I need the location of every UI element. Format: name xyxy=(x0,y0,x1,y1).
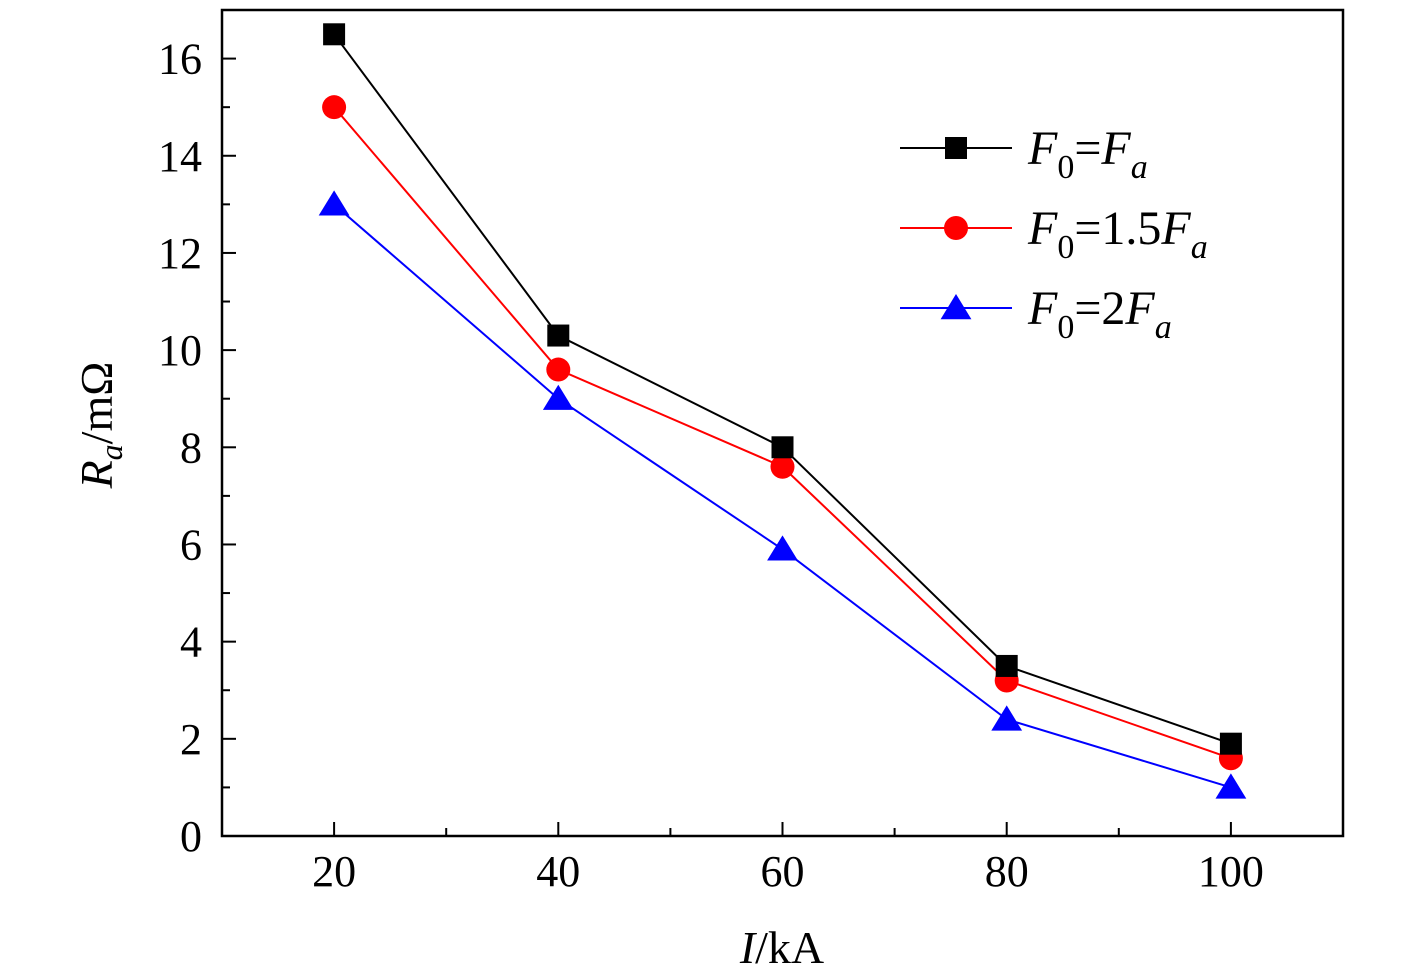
y-tick-label: 16 xyxy=(158,35,202,84)
y-tick-label: 12 xyxy=(158,229,202,278)
y-tick-label: 10 xyxy=(158,326,202,375)
x-axis: 20 40 60 80 100 xyxy=(312,822,1264,896)
series xyxy=(318,190,1247,799)
y-tick-label: 0 xyxy=(180,812,202,861)
y-axis: 0 2 4 6 8 10 12 14 16 xyxy=(158,35,236,861)
x-tick-label: 40 xyxy=(536,847,580,896)
data-point-triangle xyxy=(767,535,798,561)
data-point-circle xyxy=(546,357,571,382)
series xyxy=(323,23,1242,755)
y-tick-label: 2 xyxy=(180,715,202,764)
data-point-triangle xyxy=(542,384,574,410)
legend-item: F0=Fa xyxy=(900,122,1148,186)
legend: F0=Fa F0=1.5Fa F0=2Fa xyxy=(900,122,1208,346)
legend-item: F0=2Fa xyxy=(900,282,1172,346)
data-point-circle xyxy=(770,454,795,479)
data-point-triangle xyxy=(1215,773,1247,799)
data-point-square xyxy=(945,137,967,159)
data-point-triangle xyxy=(318,190,350,216)
data-point-circle xyxy=(944,216,968,240)
y-tick-label: 8 xyxy=(180,423,202,472)
legend-label: F0=1.5Fa xyxy=(1027,202,1208,266)
data-point-square xyxy=(323,23,346,46)
data-point-circle xyxy=(322,95,347,120)
series xyxy=(322,95,1243,771)
x-tick-label: 20 xyxy=(312,847,356,896)
x-axis-title: I/kA xyxy=(739,922,824,973)
y-axis-title: Ra/mΩ xyxy=(71,362,129,490)
plot-frame xyxy=(220,8,1345,838)
legend-item: F0=1.5Fa xyxy=(900,202,1208,266)
x-tick-label: 80 xyxy=(985,847,1029,896)
legend-label: F0=Fa xyxy=(1027,122,1148,186)
data-point-square xyxy=(547,324,570,347)
y-tick-label: 6 xyxy=(180,520,202,569)
legend-label: F0=2Fa xyxy=(1027,282,1172,346)
y-tick-label: 4 xyxy=(180,618,202,667)
series-layer xyxy=(318,23,1247,799)
data-point-triangle xyxy=(940,294,972,320)
x-tick-label: 60 xyxy=(761,847,805,896)
data-point-square xyxy=(771,436,794,459)
data-point-square xyxy=(995,654,1018,677)
data-point-square xyxy=(1219,732,1242,755)
data-point-triangle xyxy=(991,705,1023,731)
y-tick-label: 14 xyxy=(158,132,202,181)
x-tick-label: 100 xyxy=(1198,847,1264,896)
